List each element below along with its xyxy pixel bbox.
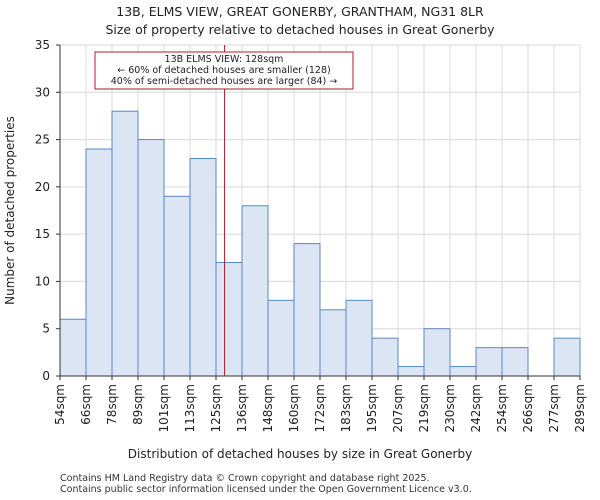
footer-line-1: Contains HM Land Registry data © Crown c…	[60, 473, 430, 484]
y-tick-label: 0	[42, 369, 50, 383]
histogram-bar	[59, 318, 87, 377]
histogram-bar	[423, 328, 451, 377]
y-tick-label: 5	[42, 322, 50, 336]
x-tick-label: 101sqm	[157, 384, 171, 432]
x-tick-label: 54sqm	[53, 384, 67, 425]
x-tick-label: 160sqm	[287, 384, 301, 432]
x-tick-label: 230sqm	[443, 384, 457, 432]
histogram-bar	[267, 299, 295, 377]
histogram-bar	[189, 157, 217, 377]
y-tick-label: 35	[35, 38, 50, 52]
histogram-bar	[397, 366, 425, 377]
y-tick-label: 10	[35, 274, 50, 288]
x-axis-label: Distribution of detached houses by size …	[128, 447, 472, 461]
x-tick-label: 219sqm	[417, 384, 431, 432]
x-tick-label: 207sqm	[391, 384, 405, 432]
y-axis-label: Number of detached properties	[3, 116, 17, 305]
x-tick-label: 254sqm	[495, 384, 509, 432]
chart-title-block: 13B, ELMS VIEW, GREAT GONERBY, GRANTHAM,…	[0, 3, 600, 39]
y-tick-label: 15	[35, 227, 50, 241]
histogram-bar	[371, 337, 399, 377]
histogram-bar	[111, 110, 139, 377]
histogram-bar	[241, 205, 269, 377]
y-tick-label: 20	[35, 180, 50, 194]
footer: Contains HM Land Registry data © Crown c…	[60, 473, 472, 495]
histogram-bar	[449, 366, 477, 377]
x-tick-label: 148sqm	[261, 384, 275, 432]
histogram-bar	[501, 347, 529, 377]
histogram-bar	[319, 309, 347, 377]
annotation-line-2: ← 60% of detached houses are smaller (12…	[117, 65, 330, 76]
y-tick-label: 25	[35, 133, 50, 147]
x-tick-label: 277sqm	[547, 384, 561, 432]
annotation-line-3: 40% of semi-detached houses are larger (…	[111, 76, 338, 87]
footer-line-2: Contains public sector information licen…	[60, 484, 472, 495]
x-tick-label: 289sqm	[573, 384, 587, 432]
x-tick-label: 172sqm	[313, 384, 327, 432]
chart-subtitle: Size of property relative to detached ho…	[105, 22, 495, 37]
x-tick-label: 266sqm	[521, 384, 535, 432]
histogram-bar	[553, 337, 581, 377]
histogram-bar	[345, 299, 373, 377]
chart-title: 13B, ELMS VIEW, GREAT GONERBY, GRANTHAM,…	[116, 4, 484, 19]
histogram-bar	[215, 262, 243, 377]
x-tick-label: 136sqm	[235, 384, 249, 432]
x-tick-label: 113sqm	[183, 384, 197, 432]
x-tick-label: 242sqm	[469, 384, 483, 432]
annotation-line-1: 13B ELMS VIEW: 128sqm	[165, 54, 284, 65]
histogram-bar	[475, 347, 503, 377]
histogram-bar	[137, 139, 165, 377]
x-tick-label: 78sqm	[105, 384, 119, 425]
x-tick-label: 195sqm	[365, 384, 379, 432]
x-tick-label: 125sqm	[209, 384, 223, 432]
histogram-bar	[85, 148, 113, 377]
histogram-bar	[293, 243, 321, 377]
annotation-box: 13B ELMS VIEW: 128sqm ← 60% of detached …	[94, 51, 354, 90]
x-tick-label: 183sqm	[339, 384, 353, 432]
axis-layer: 0 5 10 15 20 25 30 35 54sqm 66sqm 78sqm 89sqm 101sqm…	[35, 38, 587, 432]
histogram-bar	[163, 195, 191, 377]
bar-layer	[59, 110, 581, 377]
x-tick-label: 89sqm	[131, 384, 145, 425]
y-tick-label: 30	[35, 85, 50, 99]
x-tick-label: 66sqm	[79, 384, 93, 425]
